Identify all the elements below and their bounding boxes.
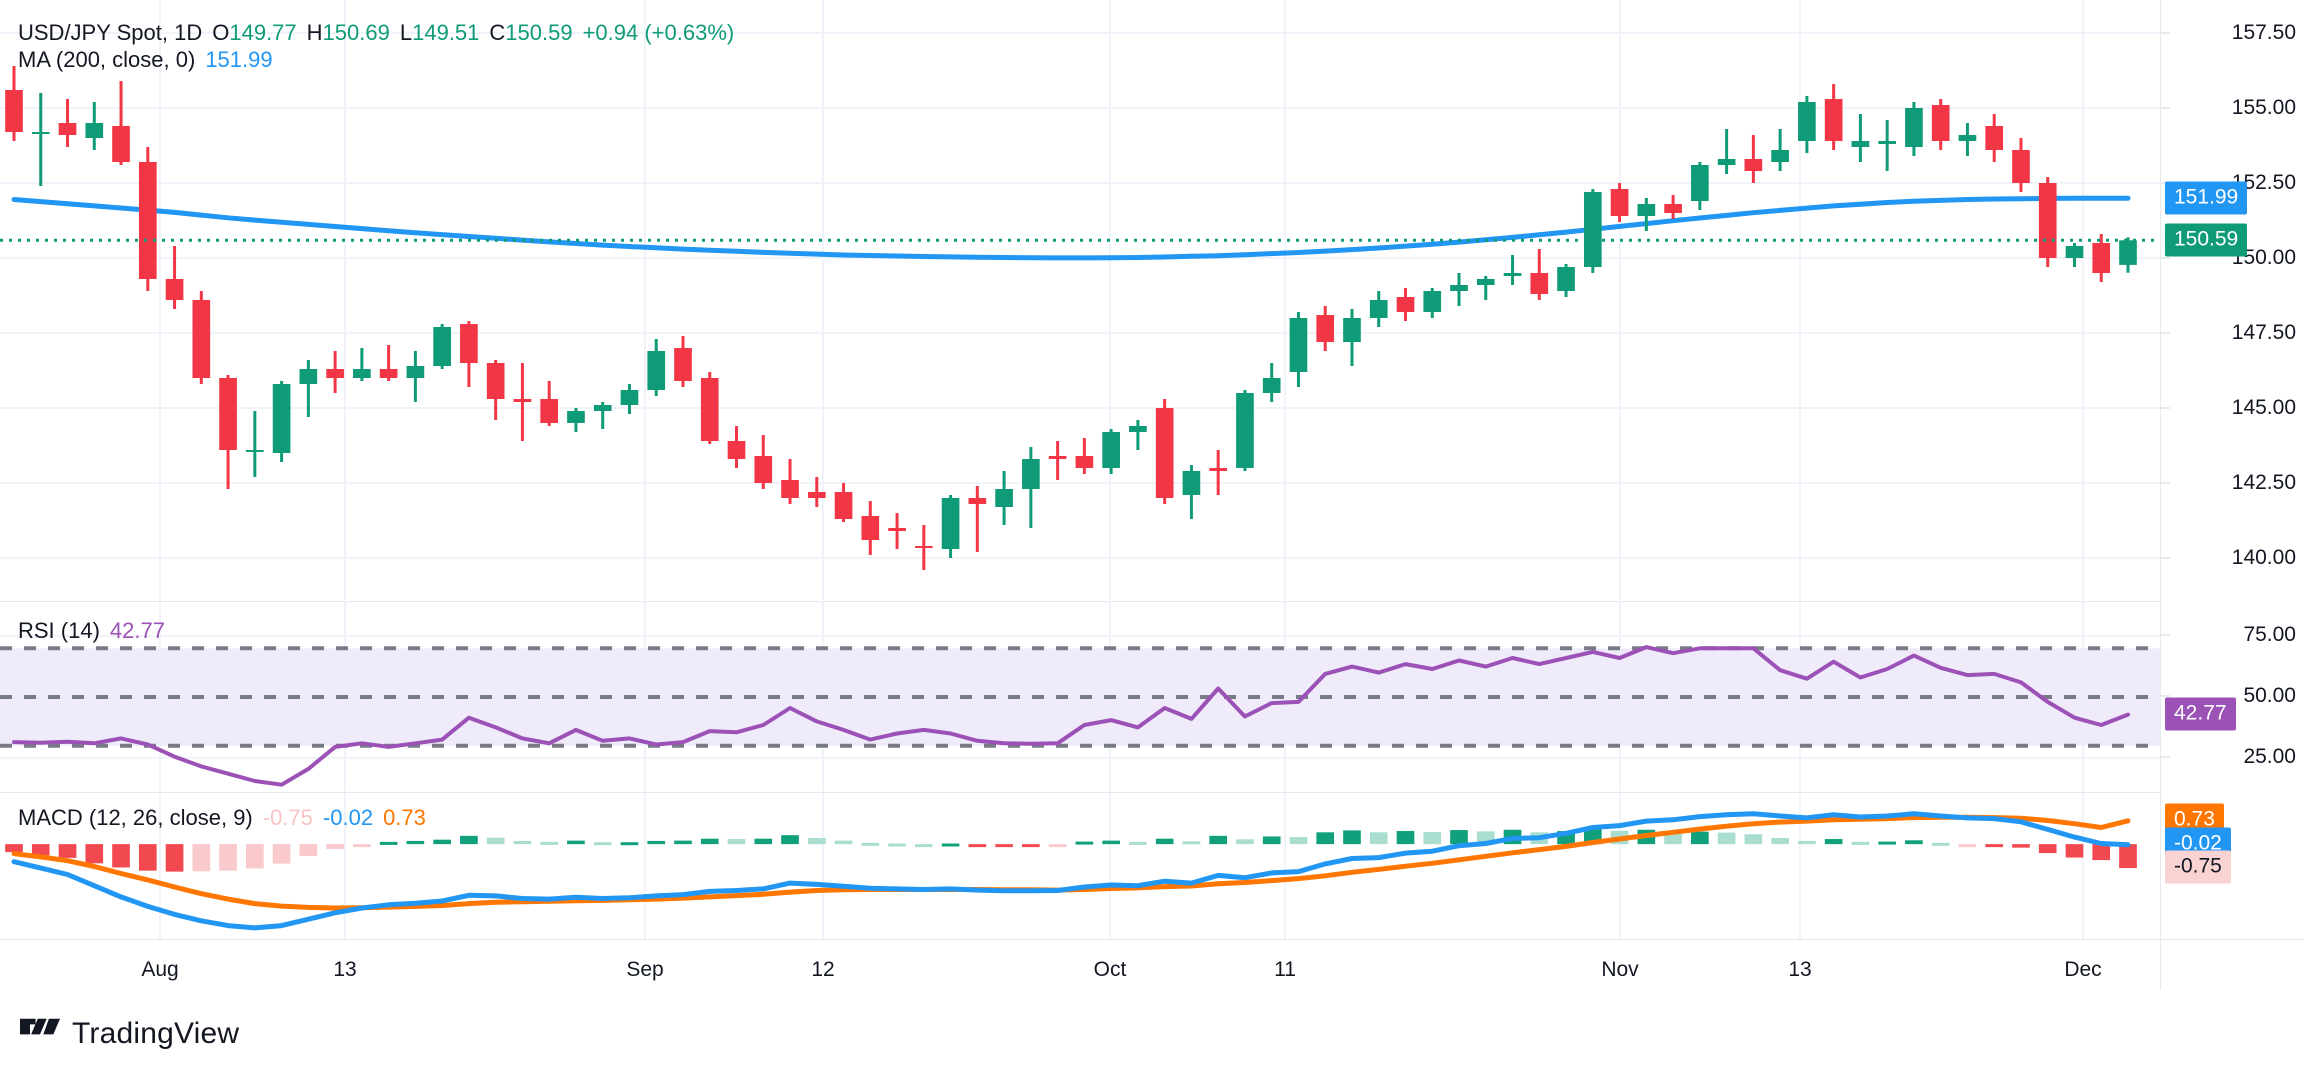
macd-chart-svg[interactable] <box>0 793 2160 939</box>
axis-tick-dash <box>2161 32 2170 34</box>
price-axis-tick: 152.50 <box>2231 171 2296 194</box>
price-chart-svg[interactable] <box>0 0 2160 600</box>
last-price-badge[interactable]: 150.59 <box>2165 223 2248 257</box>
axis-tick-dash <box>2161 257 2170 259</box>
axis-tick-dash <box>2161 634 2170 636</box>
axis-tick-dash <box>2161 407 2170 409</box>
time-axis-tick: Aug <box>141 958 179 981</box>
axis-tick-dash <box>2161 482 2170 484</box>
axis-tick-dash <box>2161 756 2170 758</box>
macd-hist-badge[interactable]: -0.75 <box>2165 850 2231 884</box>
time-axis-tick: 12 <box>811 958 835 981</box>
rsi-chart-svg[interactable] <box>0 602 2160 791</box>
price-axis-tick: 150.00 <box>2231 246 2296 269</box>
time-axis-tick: 13 <box>333 958 357 981</box>
axis-tick-dash <box>2161 332 2170 334</box>
price-axis-tick: 155.00 <box>2231 96 2296 119</box>
time-axis-tick: Oct <box>1093 958 1127 981</box>
ma-price-badge[interactable]: 151.99 <box>2165 181 2248 215</box>
axis-tick-dash <box>2161 107 2170 109</box>
tradingview-wordmark: TradingView <box>72 1016 240 1050</box>
rsi-value-badge[interactable]: 42.77 <box>2165 697 2236 731</box>
price-axis-tick: 145.00 <box>2231 396 2296 419</box>
time-axis-tick: 11 <box>1274 958 1296 981</box>
rsi-pane[interactable]: RSI (14) 42.77 <box>0 601 2160 791</box>
time-axis-tick: 13 <box>1788 958 1812 981</box>
time-axis[interactable]: Aug 13 Sep 12 Oct 11 Nov 13 Dec <box>0 939 2304 1001</box>
price-axis-tick: 147.50 <box>2231 321 2296 344</box>
macd-pane[interactable]: MACD (12, 26, close, 9) -0.75 -0.02 0.73 <box>0 792 2160 939</box>
price-axis-tick: 142.50 <box>2231 471 2296 494</box>
price-axis-tick: 140.00 <box>2231 546 2296 569</box>
tradingview-mark-icon <box>20 1018 60 1049</box>
time-axis-tick: Dec <box>2064 958 2102 981</box>
tradingview-logo[interactable]: TradingView <box>20 1017 239 1051</box>
price-axis-tick: 157.50 <box>2231 21 2296 44</box>
axis-tick-dash <box>2161 695 2170 697</box>
time-axis-tick: Sep <box>626 958 664 981</box>
footer-bar: TradingView <box>0 1001 2304 1066</box>
rsi-axis-tick: 75.00 <box>2243 623 2296 647</box>
price-pane[interactable] <box>0 0 2160 600</box>
price-axis[interactable]: 157.50 155.00 152.50 150.00 147.50 145.00 142.… <box>2160 0 2304 990</box>
rsi-axis-tick: 25.00 <box>2243 744 2296 768</box>
time-axis-tick: Nov <box>1601 958 1639 981</box>
rsi-axis-tick: 50.00 <box>2243 684 2296 707</box>
axis-tick-dash <box>2161 557 2170 559</box>
